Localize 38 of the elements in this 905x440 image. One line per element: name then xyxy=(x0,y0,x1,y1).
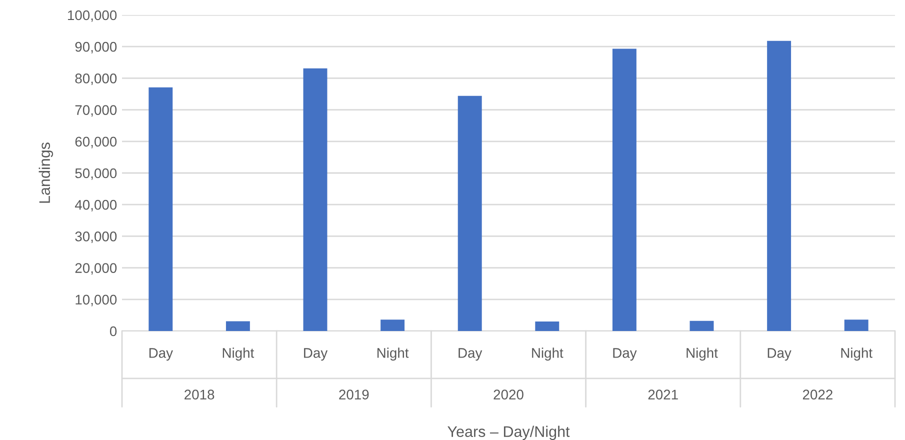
y-tick-label: 40,000 xyxy=(74,200,117,212)
y-tick-label: 90,000 xyxy=(75,42,117,54)
text: 2019 xyxy=(339,390,369,400)
bar xyxy=(458,96,482,331)
y-tick-label: 60,000 xyxy=(75,136,117,148)
bar xyxy=(148,87,173,331)
bar xyxy=(303,68,328,331)
x-tick-label: Day xyxy=(304,348,328,361)
bar xyxy=(844,320,868,331)
y-tick-label: 100,000 xyxy=(68,10,117,22)
x-axis-title: Years – Day/Night xyxy=(448,426,570,440)
y-axis-title: Landings xyxy=(38,142,54,203)
y-tick-label: 80,000 xyxy=(75,74,117,86)
bar xyxy=(612,48,636,331)
text: 2022 xyxy=(802,390,832,400)
y-tick-label: 70,000 xyxy=(75,105,117,117)
bar xyxy=(380,320,405,331)
x-tick-label: Night xyxy=(686,348,718,361)
x-tick-label: Day xyxy=(149,348,173,361)
bar xyxy=(767,40,792,331)
x-tick-label: Night xyxy=(841,348,872,361)
bar xyxy=(690,320,714,331)
text: 2021 xyxy=(648,390,678,400)
y-tick-label: 10,000 xyxy=(76,294,117,306)
bar xyxy=(226,321,250,331)
x-tick-label: Night xyxy=(377,348,409,361)
x-tick-label: Day xyxy=(613,348,637,361)
y-tick-label: 50,000 xyxy=(75,168,117,180)
y-tick-label: 20,000 xyxy=(75,263,117,275)
y-tick-label: 0 xyxy=(110,326,117,336)
x-tick-label: Night xyxy=(222,348,254,361)
y-tick-label: 30,000 xyxy=(75,232,117,244)
x-tick-label: Day xyxy=(768,348,792,361)
text: 2020 xyxy=(494,390,524,400)
x-tick-label: Day xyxy=(458,348,482,361)
x-tick-label: Night xyxy=(532,348,564,361)
text: 2018 xyxy=(184,390,214,400)
bar xyxy=(535,322,560,331)
